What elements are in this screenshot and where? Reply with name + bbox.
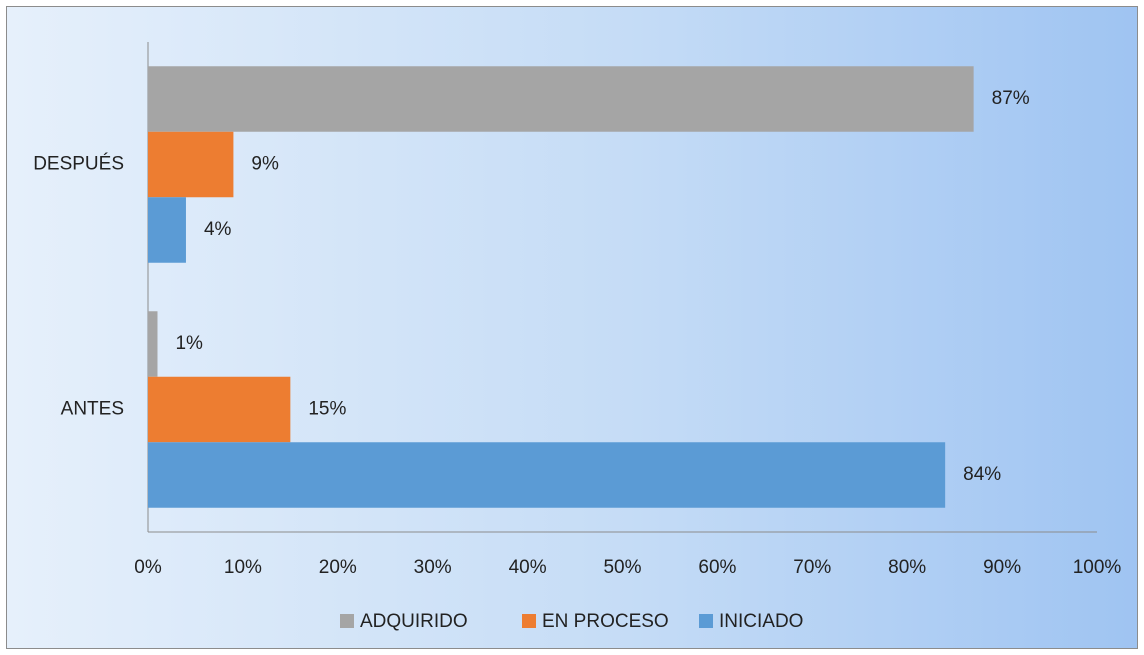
x-tick-label: 0% bbox=[134, 557, 162, 578]
x-tick-label: 60% bbox=[698, 557, 736, 578]
y-tick-label: DESPUÉS bbox=[33, 154, 124, 175]
x-tick-label: 30% bbox=[414, 557, 452, 578]
legend-swatch bbox=[340, 614, 354, 628]
data-label: 84% bbox=[963, 464, 1001, 485]
x-tick-label: 90% bbox=[983, 557, 1021, 578]
data-label: 4% bbox=[204, 219, 232, 240]
legend-label: EN PROCESO bbox=[542, 611, 669, 632]
y-tick-label: ANTES bbox=[61, 399, 124, 420]
data-label: 9% bbox=[251, 154, 279, 175]
x-tick-label: 20% bbox=[319, 557, 357, 578]
x-tick-label: 80% bbox=[888, 557, 926, 578]
legend-swatch bbox=[699, 614, 713, 628]
data-label: 87% bbox=[992, 88, 1030, 109]
bar bbox=[148, 197, 186, 263]
legend-label: ADQUIRIDO bbox=[360, 611, 468, 632]
bar bbox=[148, 376, 291, 443]
data-label: 15% bbox=[308, 399, 346, 420]
x-tick-label: 10% bbox=[224, 557, 262, 578]
legend-label: INICIADO bbox=[719, 611, 803, 632]
bar bbox=[148, 442, 946, 508]
x-tick-label: 70% bbox=[793, 557, 831, 578]
x-tick-label: 40% bbox=[509, 557, 547, 578]
bar bbox=[148, 311, 158, 377]
bar bbox=[148, 66, 974, 132]
bar bbox=[148, 131, 234, 198]
data-label: 1% bbox=[175, 333, 203, 354]
legend-swatch bbox=[522, 614, 536, 628]
x-tick-label: 50% bbox=[603, 557, 641, 578]
x-tick-label: 100% bbox=[1073, 557, 1122, 578]
